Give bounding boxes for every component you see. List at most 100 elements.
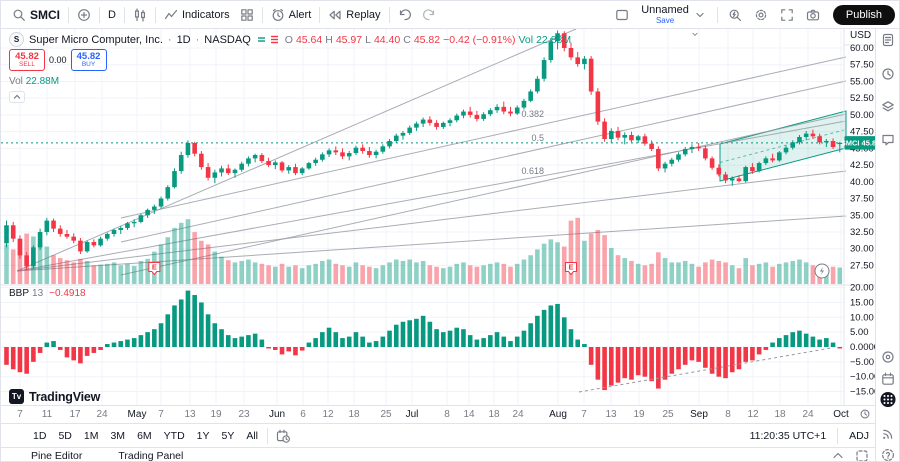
candle: [434, 122, 439, 127]
candle: [313, 159, 318, 164]
indicator-templates-button[interactable]: [235, 6, 259, 24]
volume-bar: [4, 244, 9, 284]
layout-icon: [615, 8, 629, 22]
range-button-all[interactable]: All: [240, 427, 264, 445]
range-button-1y[interactable]: 1Y: [191, 427, 216, 445]
collapse-legend-button[interactable]: [9, 91, 25, 103]
volume-bar: [709, 259, 715, 284]
watchlist-icon[interactable]: [880, 32, 896, 48]
alert-clock-icon: [271, 8, 285, 22]
help-icon[interactable]: [880, 447, 896, 461]
object-tree-icon[interactable]: [880, 99, 896, 115]
fullscreen-button[interactable]: [775, 6, 799, 24]
range-button-5d[interactable]: 5D: [52, 427, 77, 445]
volume-bar: [756, 263, 762, 284]
bbp-bar: [24, 347, 29, 374]
tradingview-logo[interactable]: Tv TradingView: [9, 389, 100, 404]
volume-bar: [595, 230, 601, 284]
settings-button[interactable]: [749, 6, 773, 24]
bbp-bar: [414, 318, 419, 347]
expand-panel-icon[interactable]: [831, 449, 845, 462]
tab-trading-panel[interactable]: Trading Panel: [118, 449, 184, 462]
candle: [367, 151, 372, 156]
indicators-button[interactable]: Indicators: [159, 6, 235, 24]
bbp-bar: [662, 347, 668, 380]
volume-bar: [225, 260, 231, 284]
chart-legend[interactable]: S Super Micro Computer, Inc. · 1D · NASD…: [9, 32, 571, 47]
chat-icon[interactable]: [880, 132, 896, 148]
candle: [17, 238, 23, 256]
bbp-bar: [172, 305, 177, 347]
quick-search-button[interactable]: [723, 6, 747, 24]
candle: [817, 136, 822, 143]
bbp-bar: [703, 347, 708, 368]
timezone-clock-icon[interactable]: [859, 408, 871, 420]
range-button-5y[interactable]: 5Y: [216, 427, 241, 445]
time-axis-label: 25: [662, 409, 674, 420]
range-button-1m[interactable]: 1M: [78, 427, 105, 445]
volume-bar: [508, 266, 513, 284]
time-axis[interactable]: 7 11 17 24 May 7 13 19 23 Jun 6 12 18 25 Jul 8 14 18 24 Aug…: [1, 405, 877, 423]
candle: [84, 242, 90, 252]
layout-button[interactable]: [610, 6, 634, 24]
snapshot-button[interactable]: [801, 6, 825, 24]
bbp-bar: [17, 347, 23, 373]
time-axis-label: 25: [380, 409, 392, 420]
volume-bar: [380, 265, 386, 284]
volume-bar: [467, 265, 473, 284]
volume-bar: [575, 217, 580, 284]
buy-button[interactable]: 45.82 BUY: [70, 49, 107, 71]
compare-button[interactable]: [72, 6, 96, 24]
range-button-3m[interactable]: 3M: [104, 427, 131, 445]
go-to-date-button[interactable]: [271, 427, 295, 445]
redo-button[interactable]: [417, 6, 441, 24]
alert-button[interactable]: Alert: [266, 6, 317, 24]
price-axis-label: 60.00: [850, 43, 874, 54]
bbp-indicator-label[interactable]: BBP 13 −0.4918: [9, 288, 86, 299]
candle: [152, 206, 157, 210]
chart-area[interactable]: 0.382 0.5 0.618 E E USD 60.00 57.50 55.00 52.50 50…: [1, 29, 877, 405]
symbol-search-button[interactable]: SMCI: [7, 6, 65, 24]
candle: [447, 120, 453, 123]
range-button-ytd[interactable]: YTD: [158, 427, 191, 445]
volume-bar: [622, 258, 628, 284]
range-button-6m[interactable]: 6M: [131, 427, 158, 445]
alerts-clock-icon[interactable]: [880, 66, 896, 82]
apps-grid-icon[interactable]: [880, 391, 896, 407]
price-axis-label: 47.50: [850, 127, 874, 138]
plus-circle-icon: [77, 8, 91, 22]
publish-button[interactable]: Publish: [832, 4, 895, 25]
bbp-bar: [588, 347, 594, 365]
bbp-bar: [729, 347, 735, 373]
sell-button[interactable]: 45.82 SELL: [9, 49, 45, 71]
currency-selector[interactable]: USD: [850, 30, 871, 41]
bbp-bar: [212, 323, 218, 347]
broadcast-icon[interactable]: [880, 426, 896, 442]
volume-bar: [783, 262, 789, 284]
replay-button[interactable]: Replay: [323, 6, 385, 24]
layout-name-button[interactable]: Unnamed Save: [636, 3, 712, 27]
ideas-icon[interactable]: [880, 349, 896, 365]
interval-button[interactable]: D: [103, 7, 121, 23]
tab-pine-editor[interactable]: Pine Editor: [31, 449, 83, 462]
volume-value: 22.88M: [536, 33, 572, 46]
volume-bar: [306, 265, 312, 284]
bbp-axis-label: −15.00: [850, 387, 877, 398]
undo-button[interactable]: [393, 6, 417, 24]
panel-toggle-icon[interactable]: [855, 449, 869, 461]
bbp-bar: [239, 336, 244, 347]
bbp-bar: [824, 338, 829, 347]
chart-type-button[interactable]: [128, 6, 152, 24]
clock-readout[interactable]: 11:20:35 UTC+1: [749, 429, 827, 442]
candle: [31, 247, 36, 267]
chart-canvas[interactable]: 0.382 0.5 0.618 E E USD 60.00 57.50 55.00 52.50 50…: [1, 29, 877, 405]
candle: [830, 140, 836, 148]
adj-toggle[interactable]: ADJ: [849, 429, 869, 442]
calendar-icon[interactable]: [880, 371, 896, 387]
candle: [676, 154, 681, 160]
range-button-1d[interactable]: 1D: [27, 427, 52, 445]
volume-bar: [98, 264, 103, 284]
bbp-bar: [71, 347, 76, 361]
volume-bar: [588, 233, 594, 284]
volume-bar: [273, 266, 278, 284]
